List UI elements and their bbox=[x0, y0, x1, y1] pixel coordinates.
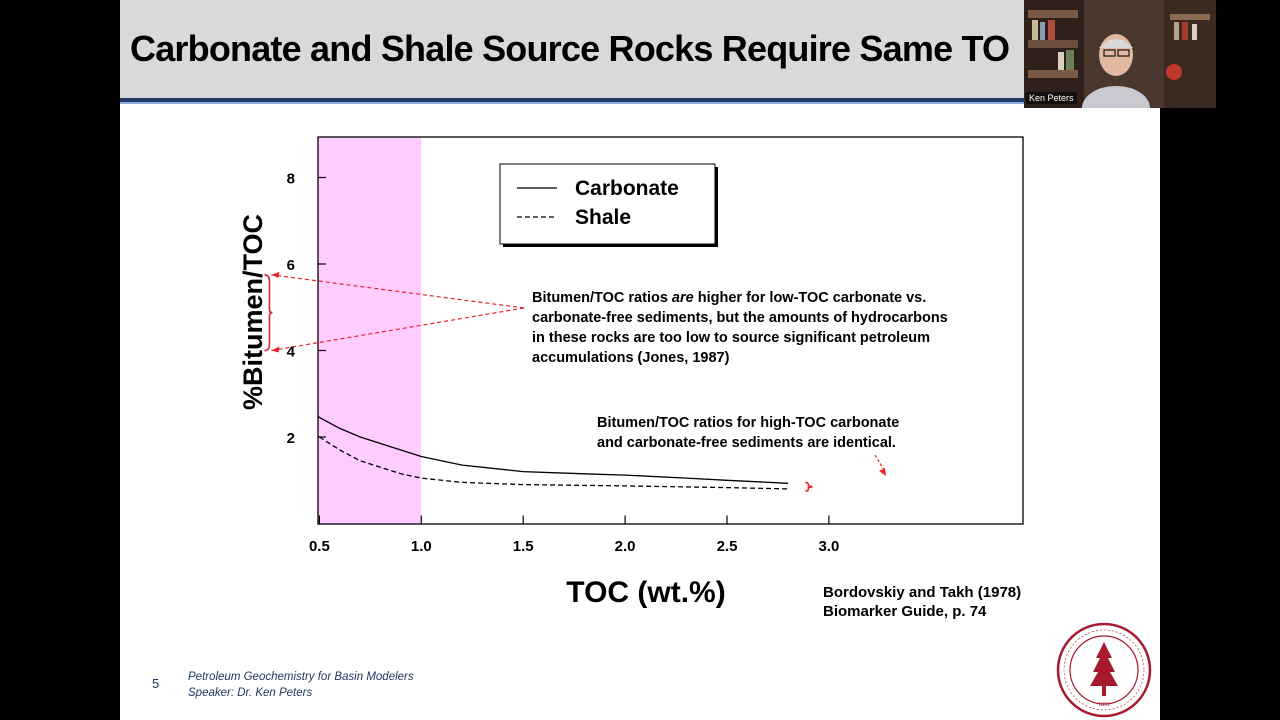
plot-area: Carbonate Shale bbox=[264, 136, 1024, 525]
legend-box bbox=[499, 163, 716, 245]
chart: Carbonate Shale 0.5 1.0 1.5 2.0 2.5 3.0 2 4 6 8 TOC… bbox=[238, 136, 1024, 610]
arrowhead-top bbox=[271, 271, 280, 278]
y-tick-label: 2 bbox=[287, 430, 295, 447]
annotation-low-toc-line: Bitumen/TOC ratios are higher for low-TO… bbox=[532, 290, 926, 306]
title-bar: Carbonate and Shale Source Rocks Require… bbox=[120, 0, 1160, 98]
footer-speaker: Speaker: Dr. Ken Peters bbox=[188, 687, 313, 699]
x-tick-label: 0.5 bbox=[309, 538, 330, 555]
arrowhead-bottom bbox=[271, 346, 280, 353]
plot-frame bbox=[317, 136, 1024, 525]
y-axis-label: %Bitumen/TOC bbox=[238, 214, 268, 410]
x-tick-label: 3.0 bbox=[818, 538, 839, 555]
y-tick-label: 4 bbox=[287, 344, 296, 361]
citation: Bordovskiy and Takh (1978) Biomarker Gui… bbox=[823, 583, 1021, 621]
annotation-arrow-top bbox=[271, 274, 525, 309]
arrowhead-high-toc bbox=[879, 468, 886, 476]
low-toc-highlight-band bbox=[318, 137, 422, 524]
citation-line-1: Bordovskiy and Takh (1978) bbox=[823, 584, 1022, 601]
slide-title: Carbonate and Shale Source Rocks Require… bbox=[130, 28, 1010, 69]
x-tick-label: 2.0 bbox=[615, 538, 636, 555]
title-rule bbox=[120, 98, 1160, 102]
x-tick-label: 1.5 bbox=[513, 538, 534, 555]
participant-name-label: Ken Peters bbox=[1026, 92, 1077, 104]
annotation-arrow-high-toc bbox=[874, 454, 885, 471]
legend-entry-carbonate: Carbonate bbox=[575, 177, 679, 200]
seal-year: 1891 bbox=[1098, 702, 1110, 708]
slide: Carbonate and Shale Source Rocks Require… bbox=[120, 0, 1160, 720]
annotation-high-toc-line: and carbonate-free sediments are identic… bbox=[597, 435, 896, 451]
x-tick-label: 1.0 bbox=[411, 538, 432, 555]
y-tick-label: 8 bbox=[287, 171, 295, 188]
legend: Carbonate Shale bbox=[499, 163, 718, 247]
chart-labels: 0.5 1.0 1.5 2.0 2.5 3.0 2 4 6 8 TOC (wt.%) %Bitumen… bbox=[238, 171, 948, 610]
x-axis-label: TOC (wt.%) bbox=[566, 576, 725, 609]
footer-course-title: Petroleum Geochemistry for Basin Modeler… bbox=[188, 671, 414, 683]
page-number: 5 bbox=[152, 676, 160, 691]
stanford-seal-logo: 1891 bbox=[1056, 622, 1152, 718]
annotation-arrow-bottom bbox=[271, 307, 525, 352]
annotation-low-toc-line: accumulations (Jones, 1987) bbox=[532, 350, 730, 366]
webcam-video[interactable]: Ken Peters bbox=[1024, 0, 1216, 108]
series-line-shale bbox=[318, 434, 789, 490]
y-tick-label: 6 bbox=[287, 257, 295, 274]
webcam-scene bbox=[1024, 0, 1216, 108]
annotation-high-toc-line: Bitumen/TOC ratios for high-TOC carbonat… bbox=[597, 415, 899, 431]
annotation-bracket-high-toc bbox=[805, 481, 813, 492]
citation-line-2: Biomarker Guide, p. 74 bbox=[823, 603, 987, 620]
title-rule-accent bbox=[120, 102, 1160, 104]
x-tick-label: 2.5 bbox=[717, 538, 738, 555]
annotation-low-toc-line: in these rocks are too low to source sig… bbox=[532, 330, 930, 346]
legend-entry-shale: Shale bbox=[575, 206, 631, 229]
series-line-carbonate bbox=[318, 415, 789, 484]
annotation-low-toc-line: carbonate-free sediments, but the amount… bbox=[532, 310, 948, 326]
